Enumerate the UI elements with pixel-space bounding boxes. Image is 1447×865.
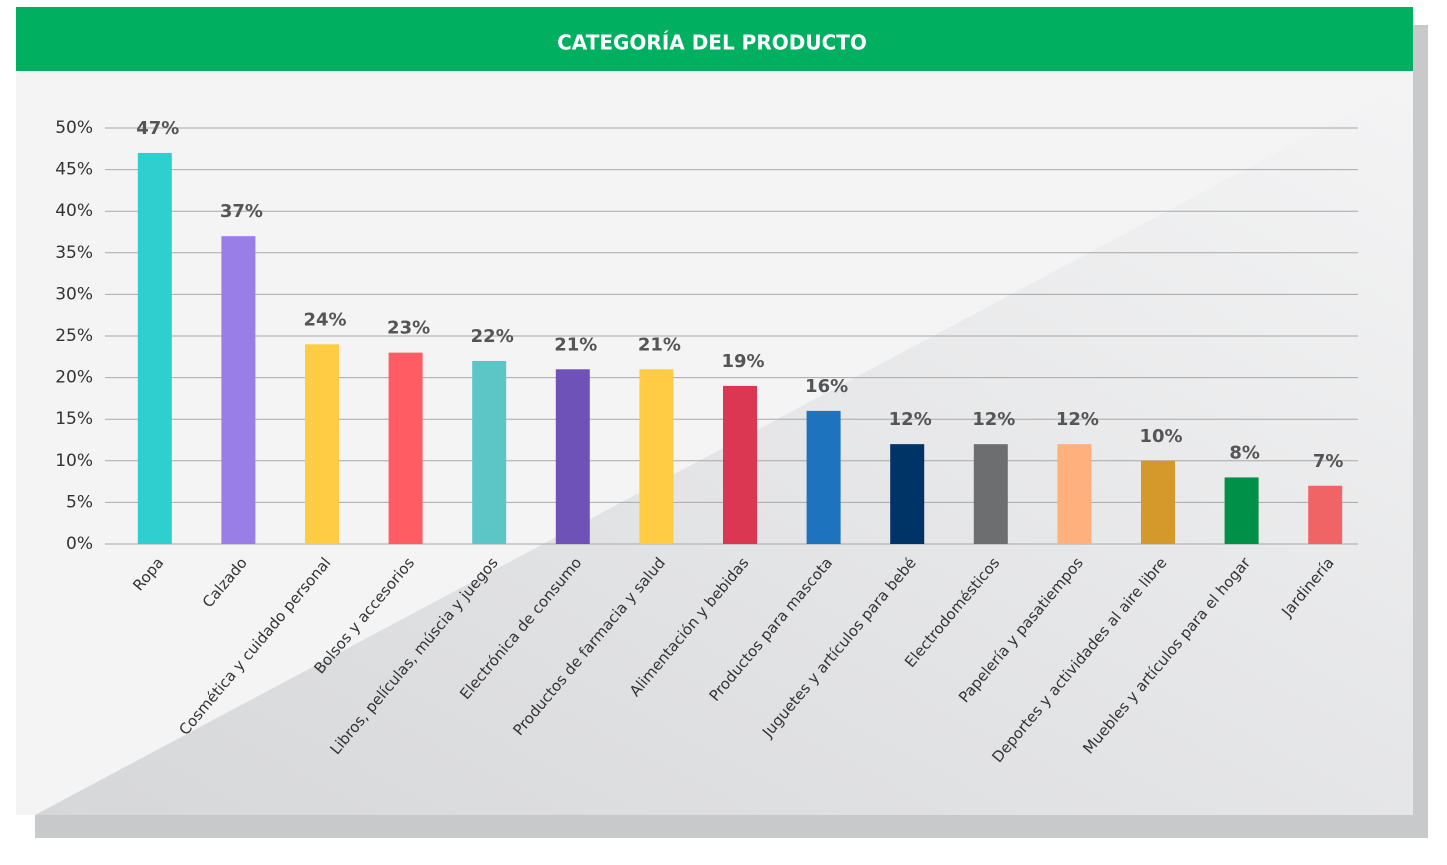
value-label: 47%	[136, 118, 179, 139]
value-label: 22%	[471, 326, 514, 347]
value-label: 16%	[805, 376, 848, 397]
y-tick-label: 35%	[55, 243, 93, 263]
value-label: 10%	[1139, 426, 1182, 447]
value-label: 7%	[1313, 451, 1344, 472]
bar	[806, 410, 841, 544]
y-tick-label: 40%	[55, 201, 93, 221]
value-label: 12%	[972, 409, 1015, 430]
y-tick-label: 45%	[55, 160, 93, 180]
bar	[305, 344, 339, 544]
value-label: 23%	[387, 318, 430, 339]
chart-title: CATEGORÍA DEL PRODUCTO	[557, 31, 867, 55]
value-label: 12%	[889, 409, 932, 430]
bar	[388, 352, 423, 544]
bar	[973, 444, 1008, 544]
y-tick-label: 30%	[55, 284, 93, 304]
y-tick-label: 50%	[55, 118, 93, 138]
value-label: 37%	[220, 201, 263, 222]
value-label: 21%	[554, 334, 597, 355]
header-band	[16, 7, 1413, 71]
value-label: 8%	[1229, 442, 1260, 463]
bar	[723, 385, 757, 544]
y-tick-label: 20%	[55, 368, 93, 388]
bar	[137, 152, 172, 544]
bar	[555, 369, 590, 544]
bar	[1308, 485, 1343, 544]
value-label: 21%	[638, 334, 681, 355]
value-label: 19%	[721, 351, 764, 372]
value-label: 24%	[303, 309, 346, 330]
value-label: 12%	[1056, 409, 1099, 430]
y-tick-label: 15%	[55, 409, 93, 429]
bar	[890, 444, 925, 544]
y-tick-label: 0%	[66, 534, 93, 554]
bar	[639, 369, 674, 544]
bar	[472, 360, 507, 544]
bar	[1224, 477, 1259, 544]
y-tick-label: 25%	[55, 326, 93, 346]
bar	[1057, 444, 1092, 544]
y-tick-label: 10%	[55, 451, 93, 471]
bar	[221, 236, 256, 544]
y-tick-label: 5%	[66, 492, 93, 512]
bar	[1141, 460, 1175, 544]
